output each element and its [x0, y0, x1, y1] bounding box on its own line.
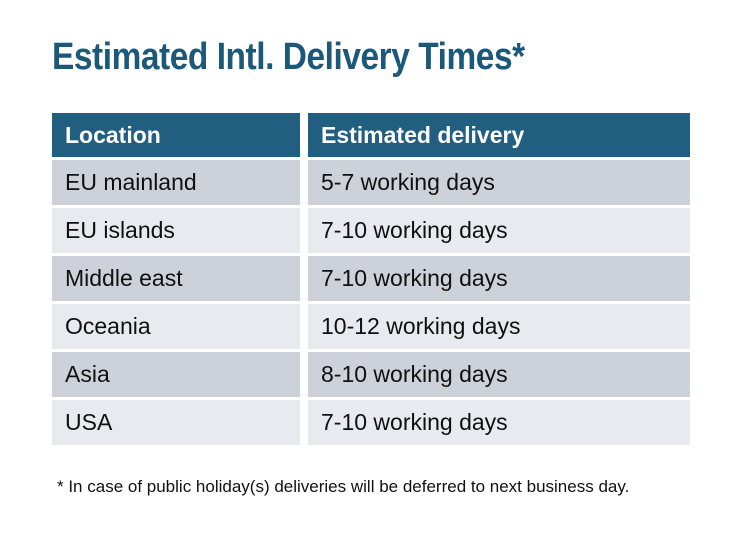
cell-delivery: 7-10 working days	[308, 256, 690, 301]
cell-location: Oceania	[52, 304, 300, 349]
footnote: * In case of public holiday(s) deliverie…	[57, 477, 630, 496]
page-title: Estimated Intl. Delivery Times*	[52, 36, 525, 78]
delivery-times-table: Location Estimated delivery EU mainland …	[52, 113, 690, 445]
cell-location: Middle east	[52, 256, 300, 301]
table-header-location: Location	[52, 113, 300, 157]
cell-delivery: 7-10 working days	[308, 400, 690, 445]
cell-location: USA	[52, 400, 300, 445]
cell-location: EU mainland	[52, 160, 300, 205]
cell-delivery: 7-10 working days	[308, 208, 690, 253]
cell-location: Asia	[52, 352, 300, 397]
cell-delivery: 5-7 working days	[308, 160, 690, 205]
cell-delivery: 10-12 working days	[308, 304, 690, 349]
cell-location: EU islands	[52, 208, 300, 253]
table-header-estimated-delivery: Estimated delivery	[308, 113, 690, 157]
cell-delivery: 8-10 working days	[308, 352, 690, 397]
